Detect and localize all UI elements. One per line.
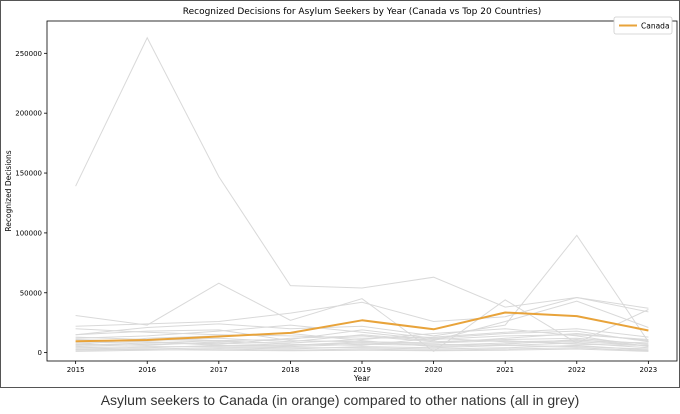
chart-figure: Recognized Decisions for Asylum Seekers …: [0, 0, 680, 388]
other-country-line-13: [75, 328, 649, 348]
y-tick-label: 150000: [15, 170, 42, 178]
figure-caption: Asylum seekers to Canada (in orange) com…: [100, 392, 580, 408]
x-tick-label: 2016: [138, 366, 156, 374]
other-country-line-2: [75, 282, 649, 353]
chart-title: Recognized Decisions for Asylum Seekers …: [183, 7, 542, 17]
other-country-line-3: [75, 234, 649, 343]
other-countries-lines: [75, 36, 649, 353]
y-tick-label: 100000: [15, 229, 42, 237]
x-tick-label: 2021: [496, 366, 514, 374]
x-tick-label: 2020: [425, 366, 443, 374]
other-country-line-17: [75, 340, 649, 346]
x-axis-label: Year: [353, 374, 371, 383]
other-country-line-18: [75, 329, 649, 343]
y-tick-label: 250000: [15, 50, 42, 58]
y-tick-label: 50000: [20, 289, 42, 297]
x-tick-label: 2022: [568, 366, 586, 374]
x-tick-label: 2023: [639, 366, 657, 374]
x-tick-label: 2017: [210, 366, 228, 374]
other-country-line-5: [75, 328, 649, 339]
y-tick-label: 200000: [15, 110, 42, 118]
other-country-line-1: [75, 36, 649, 309]
x-tick-label: 2019: [353, 366, 371, 374]
legend-label-canada: Canada: [641, 22, 670, 31]
other-country-line-15: [75, 344, 649, 351]
canada-line-layer: [75, 311, 649, 343]
y-axis: 0 50000 100000 150000 200000 250000: [15, 50, 47, 357]
figure-frame: [0, 0, 680, 388]
x-tick-label: 2015: [67, 366, 85, 374]
other-country-line-20: [75, 332, 649, 348]
legend: Canada: [613, 16, 673, 35]
legend-box: [613, 16, 673, 35]
canada-line: [75, 311, 649, 343]
x-tick-label: 2018: [281, 366, 299, 374]
y-tick-label: 0: [38, 349, 42, 357]
other-country-line-4: [75, 296, 649, 327]
other-country-line-19: [75, 348, 649, 352]
y-axis-label: Recognized Decisions: [4, 150, 13, 231]
x-axis: 2015 2016 2017 2018 2019 2020 2021 2022 2023: [67, 361, 657, 374]
